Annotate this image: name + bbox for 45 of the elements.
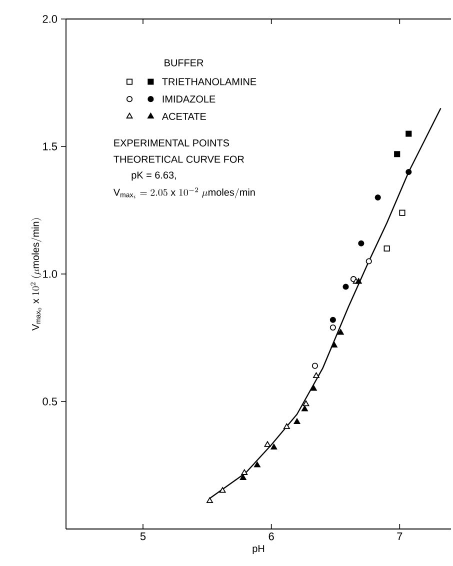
legend-title: BUFFER	[164, 59, 204, 66]
point	[310, 385, 317, 391]
point	[330, 324, 336, 331]
point	[366, 258, 372, 264]
legend-label: ACETATE	[162, 112, 206, 120]
point	[219, 487, 226, 493]
legend-label: IMIDAZOLE	[162, 96, 216, 103]
point	[331, 342, 338, 348]
point	[270, 444, 278, 450]
y-axis-title: $\mathrm{V}_{\mathrm{max}_0}\ \mathrm{x}\ 10^{2}\ (\mu\mathrm{moles/min})$	[30, 218, 42, 331]
point	[384, 245, 390, 252]
point	[374, 194, 381, 201]
annotation: pK = 6.63,	[132, 172, 176, 181]
point	[355, 278, 362, 284]
point	[206, 497, 213, 503]
point	[399, 210, 406, 216]
y-tick-label: 0.5	[42, 398, 58, 406]
point	[312, 362, 318, 369]
point	[394, 151, 400, 158]
x-tick-label: 5	[140, 532, 146, 540]
y-tick-label: 1.5	[43, 142, 58, 150]
point	[330, 316, 336, 323]
point	[358, 240, 364, 246]
legend-label: TRIETHANOLAMINE	[162, 78, 256, 86]
point	[240, 474, 246, 480]
annotation: EXPERIMENTAL POINTS	[114, 139, 230, 146]
point	[313, 372, 320, 378]
point	[406, 130, 412, 137]
x-axis-title: pH	[252, 545, 264, 554]
point	[406, 168, 412, 176]
x-tick-label: 6	[268, 532, 274, 540]
annotation: $\mathrm{V}_{\mathrm{max}_i} = 2.05\ \mathrm{x}\ 10^{-2}\ \mu\mathrm{moles/min}$	[113, 187, 255, 198]
point	[264, 441, 271, 447]
point	[302, 400, 310, 406]
annotation: THEORETICAL CURVE FOR	[114, 156, 244, 163]
point	[241, 469, 248, 475]
point	[342, 284, 349, 290]
x-tick-label: 7	[397, 532, 402, 540]
y-tick-label: 1.0	[43, 270, 58, 278]
point	[284, 423, 290, 430]
point	[337, 329, 344, 335]
y-tick-label: 2.0	[42, 15, 58, 23]
point	[294, 418, 300, 424]
point	[301, 406, 308, 412]
point	[254, 462, 260, 468]
